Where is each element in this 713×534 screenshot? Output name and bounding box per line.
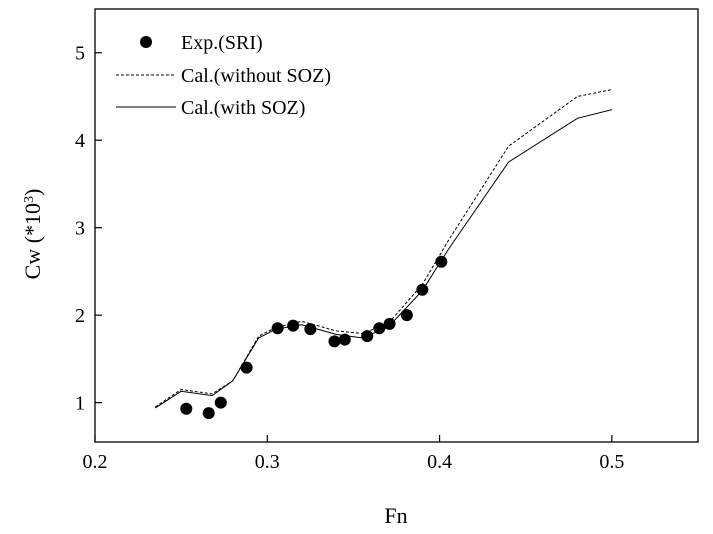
legend-item-with-soz: Cal.(with SOZ): [116, 97, 305, 119]
y-axis-title-close: ): [20, 189, 45, 196]
data-point: [383, 317, 396, 330]
x-tick-label: 0.5: [599, 451, 624, 473]
plot-frame: [94, 8, 699, 443]
legend-label-with-soz: Cal.(with SOZ): [181, 97, 305, 119]
legend-label-exp: Exp.(SRI): [181, 32, 263, 54]
series-line: [155, 89, 612, 408]
y-tick-label: 1: [75, 393, 85, 415]
series-line: [155, 109, 613, 409]
data-point: [338, 333, 351, 346]
data-point: [271, 322, 284, 335]
x-tick-label: 0.4: [427, 451, 452, 473]
y-tick-label: 5: [75, 43, 85, 65]
series-layer: [155, 89, 613, 420]
x-tick-label: 0.3: [255, 451, 280, 473]
x-axis-title: Fn: [384, 503, 407, 528]
x-tick-label: 0.2: [83, 451, 108, 473]
y-axis-title-sup: 3: [22, 196, 37, 203]
legend-label-without-soz: Cal.(without SOZ): [181, 65, 331, 87]
series-0: [180, 255, 448, 420]
x-axis: 0.2 0.3 0.4 0.5: [83, 435, 624, 473]
data-point: [435, 255, 448, 268]
y-tick-label: 2: [75, 305, 85, 327]
y-axis-title-main: Cw (*10: [20, 203, 45, 279]
data-point: [373, 322, 386, 335]
data-point: [180, 402, 193, 415]
series-1: [155, 89, 612, 408]
y-tick-label: 3: [75, 218, 85, 240]
y-axis-title: Cw (*103): [20, 189, 45, 280]
y-axis: 1 2 3 4 5: [75, 43, 102, 415]
data-point: [214, 396, 227, 409]
legend-marker-circle: [140, 36, 152, 48]
y-tick-label: 4: [75, 130, 85, 152]
series-2: [155, 109, 613, 409]
data-point: [202, 407, 215, 420]
data-point: [240, 361, 253, 374]
legend-item-exp: Exp.(SRI): [140, 32, 263, 54]
data-point: [400, 309, 413, 322]
data-point: [328, 335, 341, 348]
legend-item-without-soz: Cal.(without SOZ): [116, 65, 331, 87]
data-point: [287, 319, 300, 332]
legend: Exp.(SRI) Cal.(without SOZ) Cal.(with SO…: [116, 32, 331, 119]
